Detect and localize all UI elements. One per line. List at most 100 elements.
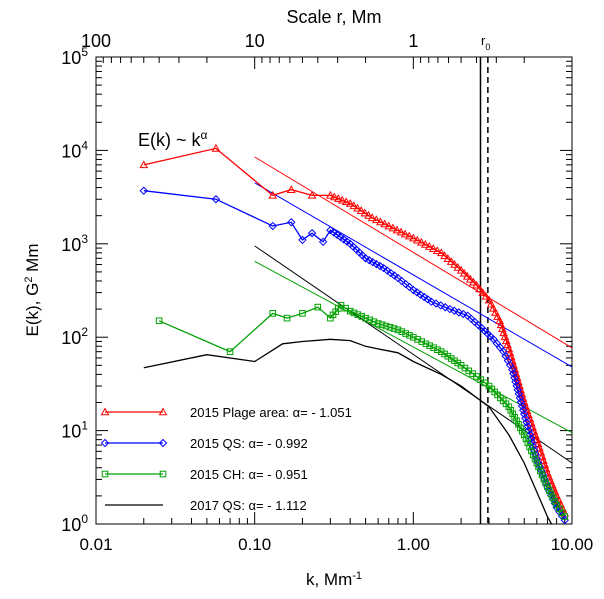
legend-2015-plage-area-label: 2015 Plage area: α= - 1.051 xyxy=(190,405,352,420)
2015-qs-marker xyxy=(375,261,385,271)
legend-2015-qs-label: 2015 QS: α= - 0.992 xyxy=(190,436,308,451)
y-tick-label: 101 xyxy=(61,419,88,442)
2015-qs-marker xyxy=(361,254,370,263)
2015-plage-area-marker xyxy=(475,284,484,293)
legend-2015-plage-area-marker xyxy=(158,407,168,416)
x-axis-ticks: 0.01 0.10 1.00 10.00 xyxy=(79,512,593,554)
2015-plage-area-marker xyxy=(353,203,362,212)
top-axis-label: Scale r, Mm xyxy=(286,7,381,27)
2015-ch-marker xyxy=(378,321,386,329)
2015-ch-marker xyxy=(547,490,555,498)
2015-plage-area-marker xyxy=(367,213,377,222)
2015-qs-marker xyxy=(423,295,433,304)
y-tick-label-base: 10 xyxy=(61,515,81,535)
2015-qs-marker xyxy=(329,228,338,237)
2015-qs-marker xyxy=(524,426,534,435)
2015-ch-marker xyxy=(354,311,362,318)
2015-ch-marker xyxy=(382,322,390,330)
2015-ch-marker xyxy=(402,330,409,337)
2015-plage-area-marker xyxy=(481,291,491,300)
2015-qs-marker xyxy=(514,389,523,399)
y-tick-label-base: 10 xyxy=(61,422,81,442)
y-tick-label-exp: 0 xyxy=(81,512,88,526)
2015-plage-area-marker xyxy=(211,143,221,152)
2015-ch-marker xyxy=(283,314,291,322)
2015-qs-marker xyxy=(450,306,459,315)
2015-plage-area-marker xyxy=(400,229,410,238)
2015-qs-marker xyxy=(509,369,518,378)
2015-ch-marker xyxy=(519,428,526,435)
x-tick-label: 1.00 xyxy=(397,535,430,554)
2015-plage-area-marker xyxy=(554,495,564,504)
2015-qs-marker xyxy=(332,230,342,239)
2015-plage-area-fit-line xyxy=(254,156,572,349)
2015-plage-area-marker xyxy=(503,340,512,349)
2015-ch-marker xyxy=(390,325,398,332)
y-tick-label-exp: 2 xyxy=(81,325,88,339)
2015-ch-marker xyxy=(524,439,532,447)
y-tick-label-base: 10 xyxy=(61,328,81,348)
2015-qs-marker xyxy=(521,413,530,423)
2015-qs-marker xyxy=(431,299,441,308)
2015-plage-area-marker xyxy=(420,239,430,248)
legend-2015-ch-label: 2015 CH: α= - 0.951 xyxy=(190,467,308,482)
2015-plage-area-marker xyxy=(531,430,540,439)
2015-qs-marker xyxy=(401,279,410,289)
2015-ch-marker xyxy=(426,342,434,350)
2015-plage-area-line xyxy=(143,147,566,514)
2015-plage-area-marker xyxy=(376,217,385,226)
2015-qs-marker xyxy=(372,259,381,269)
2015-ch-marker xyxy=(551,498,559,505)
2015-plage-area-marker xyxy=(459,268,469,277)
x-axis-label-sup: -1 xyxy=(352,570,362,582)
2015-ch-marker xyxy=(406,332,413,339)
2015-plage-area-marker xyxy=(412,235,422,244)
top-tick-label: 100 xyxy=(81,31,111,51)
2015-plage-area-marker xyxy=(486,299,496,308)
2015-qs-fit-line xyxy=(254,182,572,368)
2015-plage-area-marker xyxy=(307,190,317,199)
2015-ch-marker xyxy=(314,303,322,311)
2015-qs-marker xyxy=(522,418,531,427)
2015-ch-marker xyxy=(350,309,358,317)
2015-plage-area-marker xyxy=(424,242,434,250)
2015-plage-area-marker xyxy=(488,303,498,312)
2015-plage-area-marker xyxy=(333,194,343,202)
2015-qs-marker xyxy=(326,225,335,235)
legend-2015-ch-marker xyxy=(101,470,109,478)
2015-plage-area-marker xyxy=(286,185,296,193)
x-axis-label: k, Mm-1 xyxy=(306,570,362,589)
2015-ch-marker xyxy=(469,370,476,377)
2015-ch-marker xyxy=(520,431,528,439)
2015-plage-area-marker xyxy=(364,210,373,219)
2015-qs-marker xyxy=(397,276,407,286)
2015-ch-marker xyxy=(410,333,417,341)
2015-ch-marker xyxy=(430,344,437,352)
2015-qs-marker xyxy=(368,257,378,267)
2015-ch-marker xyxy=(269,310,277,317)
r0-label: r0 xyxy=(481,33,490,52)
2015-ch-marker xyxy=(542,479,549,487)
2015-ch-marker xyxy=(513,417,520,425)
2015-plage-area-marker xyxy=(469,277,478,286)
2015-plage-area-marker xyxy=(478,288,488,296)
2015-qs-marker xyxy=(525,430,535,439)
plot-frame xyxy=(95,56,573,525)
2015-ch-marker xyxy=(394,326,402,334)
2015-ch-marker xyxy=(526,443,533,451)
2015-qs-marker xyxy=(386,268,396,278)
2015-ch-marker xyxy=(533,459,541,467)
2015-qs-marker xyxy=(441,303,450,312)
y-tick-label-base: 10 xyxy=(61,235,81,255)
top-axis-ticks: 100 10 1 xyxy=(81,31,525,69)
2015-ch-marker xyxy=(509,410,517,418)
legend: 2015 Plage area: α= - 1.051 2015 QS: α= -… xyxy=(100,405,352,513)
2015-qs-marker xyxy=(523,422,532,431)
2015-ch-marker xyxy=(299,310,306,317)
y-tick-label-exp: 1 xyxy=(81,419,88,433)
2015-ch-marker xyxy=(226,348,234,355)
2015-ch-marker xyxy=(558,509,566,517)
2015-qs-marker xyxy=(486,332,495,341)
